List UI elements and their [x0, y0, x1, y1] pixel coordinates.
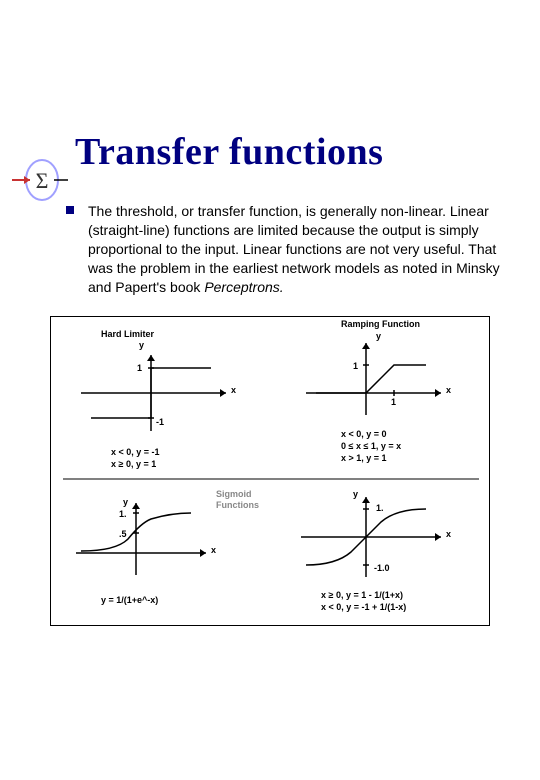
panel-sigmoid-right: y x 1. -1.0 x ≥ 0, y = 1 - 1/(1+x) x < 0…: [286, 485, 486, 620]
ramp-tick-x1: 1: [391, 397, 396, 407]
ramping-chart: [281, 331, 481, 426]
ramping-title: Ramping Function: [341, 319, 420, 329]
hl-eq1: x < 0, y = -1: [111, 447, 160, 459]
hl-tick-neg1: -1: [156, 417, 164, 427]
hl-y-label: y: [139, 340, 144, 350]
sigmoid-title-line2: Functions: [216, 500, 259, 510]
ramp-eq2: 0 ≤ x ≤ 1, y = x: [341, 441, 401, 453]
sig-r-tick-neg1: -1.0: [374, 563, 390, 573]
figure-divider: [51, 477, 491, 481]
sig-r-eq2: x < 0, y = -1 + 1/(1-x): [321, 602, 406, 614]
sig-l-eq: y = 1/(1+e^-x): [101, 595, 158, 607]
slide-logo: Σ: [10, 155, 70, 205]
bullet-icon: [66, 206, 74, 214]
hl-tick-1: 1: [137, 363, 142, 373]
hl-eq2: x ≥ 0, y = 1: [111, 459, 156, 471]
sig-r-x-label: x: [446, 529, 451, 539]
hard-limiter-title: Hard Limiter: [101, 329, 154, 339]
hard-limiter-chart: [61, 343, 261, 448]
ramp-eq1: x < 0, y = 0: [341, 429, 387, 441]
sigmoid-title-line1: Sigmoid: [216, 489, 252, 499]
sigmoid-left-chart: [61, 493, 221, 588]
body-paragraph: The threshold, or transfer function, is …: [88, 202, 506, 296]
sig-l-x-label: x: [211, 545, 216, 555]
sigma-icon: Σ: [36, 168, 49, 193]
sigmoid-right-chart: [286, 489, 456, 584]
hl-x-label: x: [231, 385, 236, 395]
page-title: Transfer functions: [75, 130, 520, 174]
panel-hard-limiter: Hard Limiter y x 1 -1 x < 0, y = -1 x ≥ …: [61, 325, 261, 475]
ramp-tick-y1: 1: [353, 361, 358, 371]
ramp-eq3: x > 1, y = 1: [341, 453, 387, 465]
sig-l-tick-1: 1.: [119, 509, 127, 519]
body-text-main: The threshold, or transfer function, is …: [88, 203, 500, 295]
ramp-y-label: y: [376, 331, 381, 341]
transfer-functions-figure: Hard Limiter y x 1 -1 x < 0, y = -1 x ≥ …: [50, 316, 490, 626]
panel-ramping: Ramping Function y x 1 1 x < 0, y = 0 0 …: [281, 317, 481, 477]
panel-sigmoid-left: Sigmoid Functions y x 1. .5 y = 1/(1+e^-…: [61, 485, 271, 620]
sig-r-eq1: x ≥ 0, y = 1 - 1/(1+x): [321, 590, 403, 602]
sig-r-y-label: y: [353, 489, 358, 499]
sig-r-tick-1: 1.: [376, 503, 384, 513]
sig-l-tick-half: .5: [119, 529, 127, 539]
ramp-x-label: x: [446, 385, 451, 395]
body-text-italic: Perceptrons.: [204, 279, 283, 295]
sig-l-y-label: y: [123, 497, 128, 507]
slide-container: Σ Transfer functions The threshold, or t…: [0, 0, 540, 780]
